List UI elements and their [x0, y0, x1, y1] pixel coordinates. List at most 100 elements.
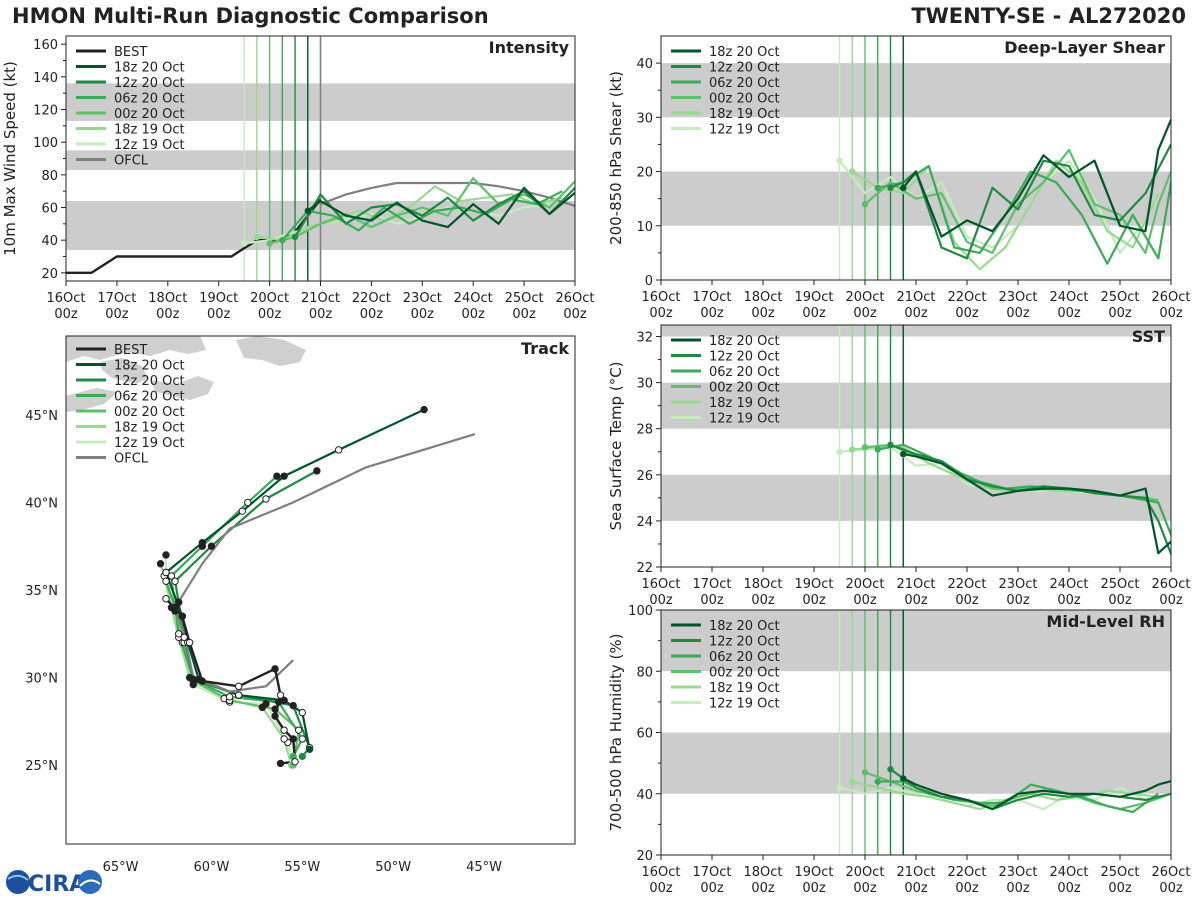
rh-init-point-00z-20-oct — [861, 769, 869, 776]
intensity-xtick-hour: 00z — [563, 307, 587, 322]
shear-xtick-hour: 00z — [649, 306, 673, 321]
track-point-00z-20-oct — [294, 726, 303, 734]
sst-init-point-12z-20-oct — [887, 441, 894, 449]
intensity-xtick-hour: 00z — [207, 307, 231, 322]
intensity-xtick-day: 24Oct — [454, 291, 493, 306]
track-title: Track — [521, 339, 569, 358]
sst-ylabel: Sea Surface Temp (°C) — [607, 361, 625, 530]
land-gulf-coast — [100, 358, 148, 384]
track-point-best — [198, 677, 207, 685]
intensity-xtick-hour: 00z — [54, 307, 78, 322]
intensity-xtick-day: 17Oct — [97, 291, 136, 306]
shear-legend-label: 00z 20 Oct — [709, 92, 780, 107]
track-legend-label: 00z 20 Oct — [114, 405, 185, 420]
rh-init-point-12z-19-oct — [836, 784, 843, 791]
sst-xtick-day: 25Oct — [1100, 577, 1139, 592]
rh-init-point-06z-20-oct — [874, 778, 881, 785]
intensity-line-ofcl — [320, 181, 575, 207]
intensity-line-12z-19-oct — [243, 203, 550, 245]
shear-legend-label: 12z 19 Oct — [709, 123, 780, 138]
sst-xtick-day: 17Oct — [692, 577, 731, 592]
intensity-xtick-day: 22Oct — [352, 291, 391, 306]
sst-line-06z-20-oct — [877, 443, 1171, 538]
shear-series — [836, 116, 1171, 271]
sst-xtick-hour: 00z — [1159, 593, 1183, 608]
intensity-xtick-hour: 00z — [105, 307, 129, 322]
shear-line-06z-20-oct — [877, 165, 1171, 265]
shear-xtick-day: 17Oct — [692, 290, 731, 305]
track-point-06z-20-oct — [273, 472, 281, 480]
intensity-ylabel: 10m Max Wind Speed (kt) — [1, 61, 19, 256]
track-point-best — [276, 759, 285, 768]
rh-init-point-18z-19-oct — [849, 778, 856, 785]
track-point-18z-20-oct — [234, 691, 243, 699]
sst-xtick-hour: 00z — [1108, 593, 1132, 608]
sst-xtick-hour: 00z — [1006, 593, 1030, 608]
intensity-init-point-18z-19-oct — [253, 233, 261, 241]
rh-title: Mid-Level RH — [1046, 612, 1165, 631]
track-panel: 25°N 30°N 35°N 40°N 45°N 65°W 60°W 55°W 50°W 45°W… — [25, 335, 576, 875]
intensity-ytick-label: 160 — [33, 38, 58, 53]
shear-ytick-label: 30 — [636, 111, 653, 126]
track-point-18z-20-oct — [280, 696, 288, 705]
track-point-best — [185, 638, 194, 647]
track-legend-label: BEST — [114, 343, 147, 358]
track-lon-label: 65°W — [103, 860, 139, 875]
track-point-best — [271, 665, 279, 673]
rh-xtick-day: 26Oct — [1151, 865, 1190, 880]
sst-legend-label: 12z 19 Oct — [709, 412, 780, 427]
rh-line-18z-20-oct — [902, 777, 1171, 811]
sst-init-point-00z-20-oct — [861, 443, 869, 451]
intensity-xtick-day: 25Oct — [505, 291, 544, 306]
track-legend-label: 18z 19 Oct — [114, 421, 185, 436]
rh-xtick-day: 17Oct — [692, 865, 731, 880]
sst-ytick-label: 32 — [636, 331, 653, 346]
sst-xtick-hour: 00z — [853, 593, 877, 608]
sst-xtick-hour: 00z — [700, 593, 724, 608]
track-frame — [65, 335, 576, 845]
rh-xtick-hour: 00z — [1108, 881, 1132, 896]
rh-panel: 2040608010016Oct00z17Oct00z18Oct00z19Oct… — [607, 604, 1191, 896]
track-lat-label: 45°N — [25, 409, 58, 424]
sst-panel: 22242628303216Oct00z17Oct00z18Oct00z19Oc… — [607, 324, 1191, 608]
sst-legend-label: 06z 20 Oct — [709, 365, 780, 380]
shear-legend-label: 18z 19 Oct — [709, 107, 780, 122]
sst-xtick-day: 20Oct — [845, 577, 884, 592]
track-point-12z-20-oct — [180, 633, 188, 641]
sst-xtick-day: 23Oct — [998, 577, 1037, 592]
intensity-legend-label: 12z 19 Oct — [114, 138, 185, 153]
track-legend-label: 18z 20 Oct — [114, 359, 185, 374]
track-point-06z-20-oct — [225, 693, 234, 701]
shear-init-point-00z-20-oct — [861, 200, 869, 208]
logo-wave-icon — [7, 874, 29, 881]
shear-xtick-hour: 00z — [1159, 306, 1183, 321]
intensity-legend-label: 12z 20 Oct — [114, 76, 185, 91]
shear-xtick-day: 19Oct — [794, 290, 833, 305]
logo-text: CIRA — [28, 872, 86, 897]
track-line-12z-20-oct — [174, 469, 318, 758]
sst-xtick-hour: 00z — [904, 593, 928, 608]
intensity-legend-label: OFCL — [114, 154, 149, 169]
sst-xtick-day: 26Oct — [1151, 577, 1190, 592]
track-lon-label: 55°W — [284, 860, 320, 875]
track-point-12z-20-oct — [262, 495, 270, 503]
rh-legend-label: 18z 19 Oct — [709, 681, 780, 696]
sst-band-0 — [661, 474, 1171, 521]
rh-legend-label: 18z 20 Oct — [709, 619, 780, 634]
rh-xtick-hour: 00z — [955, 881, 979, 896]
rh-init-point-18z-20-oct — [900, 775, 907, 782]
rh-ylabel: 700-500 hPa Humidity (%) — [607, 633, 625, 831]
sst-legend-label: 12z 20 Oct — [709, 350, 780, 365]
intensity-xtick-day: 21Oct — [301, 291, 340, 306]
shear-init-point-12z-20-oct — [887, 184, 894, 192]
land-mainland — [66, 336, 206, 362]
intensity-xtick-hour: 00z — [156, 307, 180, 322]
rh-xtick-hour: 00z — [853, 881, 877, 896]
sst-xtick-day: 19Oct — [794, 577, 833, 592]
intensity-title: Intensity — [489, 38, 570, 57]
rh-xtick-day: 21Oct — [896, 865, 935, 880]
sst-legend-label: 00z 20 Oct — [709, 381, 780, 396]
intensity-xtick-day: 20Oct — [250, 291, 289, 306]
rh-xtick-hour: 00z — [802, 881, 826, 896]
sst-init-point-12z-19-oct — [836, 448, 843, 455]
